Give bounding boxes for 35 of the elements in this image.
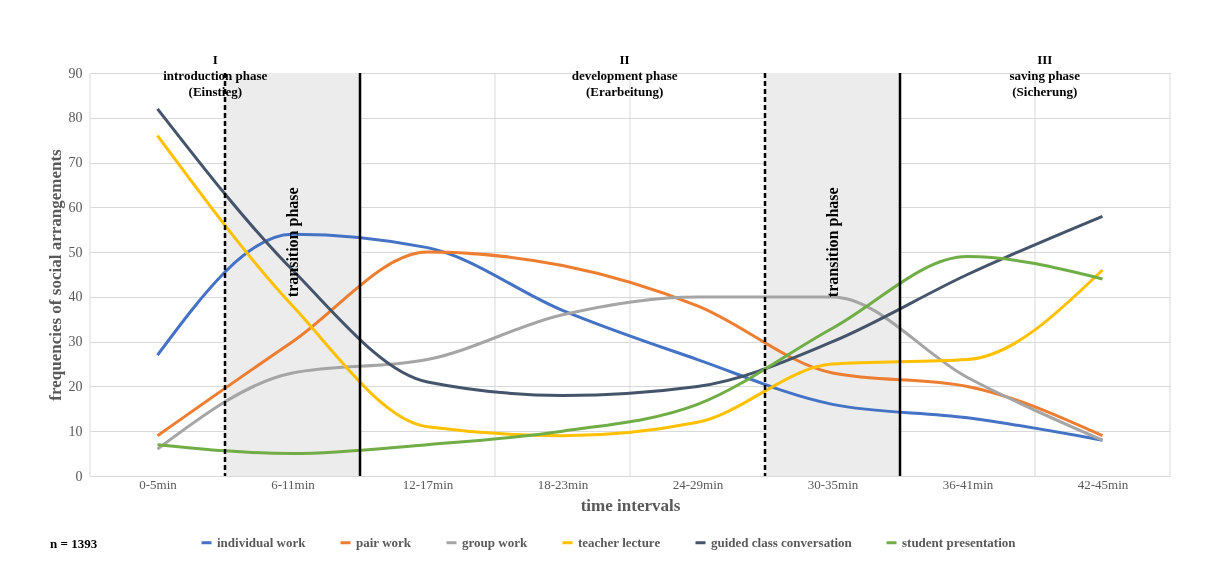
line-series (156, 134, 1104, 438)
y-tick-label: 70 (68, 155, 83, 171)
line-series (156, 295, 1104, 451)
annotation: II development phase (Erarbeitung) (571, 52, 678, 99)
y-tick-label: 30 (68, 334, 83, 350)
band-label: transition phase (283, 187, 302, 298)
y-tick-label: 50 (68, 244, 83, 260)
x-tick-label: 12-17min (402, 476, 454, 492)
y-tick-label: 20 (68, 378, 83, 394)
y-tick-label: 90 (68, 65, 83, 81)
x-tick-label: 30-35min (807, 476, 859, 492)
legend-label: pair work (356, 534, 412, 550)
legend-label: individual work (217, 534, 307, 550)
x-tick-label: 0-5min (139, 476, 178, 492)
x-tick-label: 42-45min (1077, 476, 1129, 492)
annotation: III saving phase (Sicherung) (1009, 52, 1081, 99)
x-tick-label: 18-23min (537, 476, 589, 492)
y-tick-label: 80 (68, 110, 83, 126)
x-tick-label: 24-29min (672, 476, 724, 492)
x-axis-title: time intervals (580, 495, 681, 515)
x-tick-label: 36-41min (942, 476, 994, 492)
legend-label: student presentation (902, 534, 1017, 550)
y-tick-label: 40 (68, 289, 83, 305)
y-tick-label: 0 (75, 468, 83, 484)
legend-label: group work (462, 534, 528, 550)
line-series (156, 107, 1104, 397)
legend-label: guided class conversation (711, 534, 853, 550)
y-tick-label: 60 (68, 199, 83, 215)
text: n = 1393 (50, 536, 98, 551)
y-axis-title: frequencies of social arrangements (45, 148, 65, 401)
legend-label: teacher lecture (578, 534, 661, 550)
x-tick-label: 6-11min (271, 476, 316, 492)
y-tick-label: 10 (68, 423, 83, 439)
annotation: I introduction phase (Einstieg) (163, 52, 268, 99)
band-label: transition phase (823, 187, 842, 298)
